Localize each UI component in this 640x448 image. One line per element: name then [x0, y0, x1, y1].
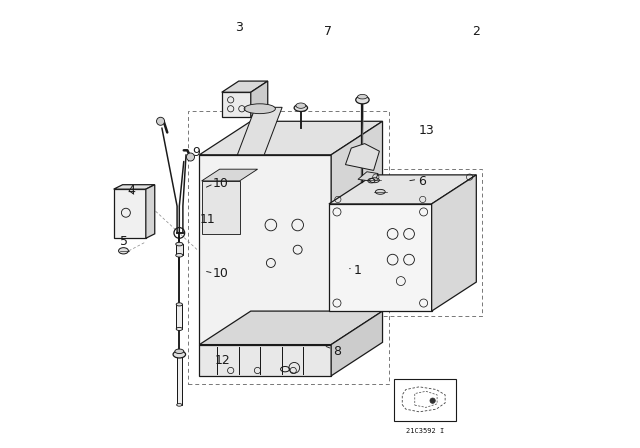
Polygon shape — [176, 244, 183, 255]
Text: 4: 4 — [127, 184, 135, 197]
Polygon shape — [221, 92, 251, 117]
Polygon shape — [346, 144, 380, 170]
Ellipse shape — [376, 190, 385, 194]
Polygon shape — [431, 175, 476, 311]
Text: 10: 10 — [213, 267, 228, 280]
Polygon shape — [200, 345, 331, 376]
Ellipse shape — [176, 242, 183, 246]
Polygon shape — [177, 354, 182, 405]
Circle shape — [430, 398, 435, 403]
Text: 1: 1 — [353, 264, 362, 277]
Circle shape — [157, 117, 164, 125]
Ellipse shape — [294, 104, 308, 112]
Polygon shape — [237, 108, 282, 155]
Polygon shape — [146, 185, 155, 238]
Polygon shape — [202, 181, 239, 234]
Polygon shape — [200, 155, 331, 345]
Text: 12: 12 — [215, 354, 231, 367]
Ellipse shape — [175, 349, 184, 353]
Polygon shape — [329, 204, 431, 311]
Text: 5: 5 — [120, 235, 129, 248]
Polygon shape — [331, 311, 383, 376]
Polygon shape — [251, 81, 268, 117]
Polygon shape — [331, 121, 383, 345]
Ellipse shape — [176, 254, 183, 257]
Text: 2: 2 — [472, 26, 480, 39]
Ellipse shape — [177, 404, 182, 406]
Polygon shape — [114, 185, 155, 189]
Polygon shape — [202, 169, 257, 181]
Polygon shape — [200, 311, 383, 345]
Bar — [322, 169, 482, 316]
Ellipse shape — [356, 96, 369, 104]
Ellipse shape — [176, 303, 182, 306]
Polygon shape — [329, 175, 476, 204]
Ellipse shape — [176, 327, 182, 331]
Polygon shape — [221, 81, 268, 92]
Text: 7: 7 — [324, 26, 332, 39]
Text: 21C3592 I: 21C3592 I — [406, 428, 444, 434]
Polygon shape — [200, 121, 383, 155]
Ellipse shape — [296, 103, 306, 108]
Polygon shape — [176, 304, 182, 329]
Text: 13: 13 — [419, 124, 434, 137]
Text: 11: 11 — [200, 213, 215, 226]
Polygon shape — [114, 189, 146, 238]
Ellipse shape — [369, 178, 380, 183]
Text: 8: 8 — [333, 345, 341, 358]
Ellipse shape — [173, 351, 186, 358]
Text: 6: 6 — [419, 175, 426, 188]
Circle shape — [186, 153, 195, 161]
Text: 3: 3 — [235, 21, 243, 34]
Ellipse shape — [118, 248, 129, 254]
Text: 9: 9 — [193, 146, 200, 159]
Bar — [188, 112, 389, 384]
Ellipse shape — [244, 104, 275, 114]
Bar — [394, 379, 456, 422]
Ellipse shape — [358, 95, 367, 99]
Text: 10: 10 — [213, 177, 228, 190]
Polygon shape — [358, 172, 378, 181]
